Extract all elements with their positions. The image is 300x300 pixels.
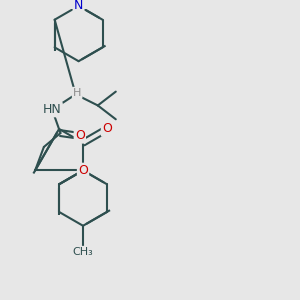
Text: O: O [75,129,85,142]
Text: HN: HN [43,103,62,116]
Text: H: H [73,88,81,98]
Text: O: O [78,164,88,177]
Text: CH₃: CH₃ [73,247,93,257]
Text: O: O [102,122,112,136]
Text: N: N [74,0,83,12]
